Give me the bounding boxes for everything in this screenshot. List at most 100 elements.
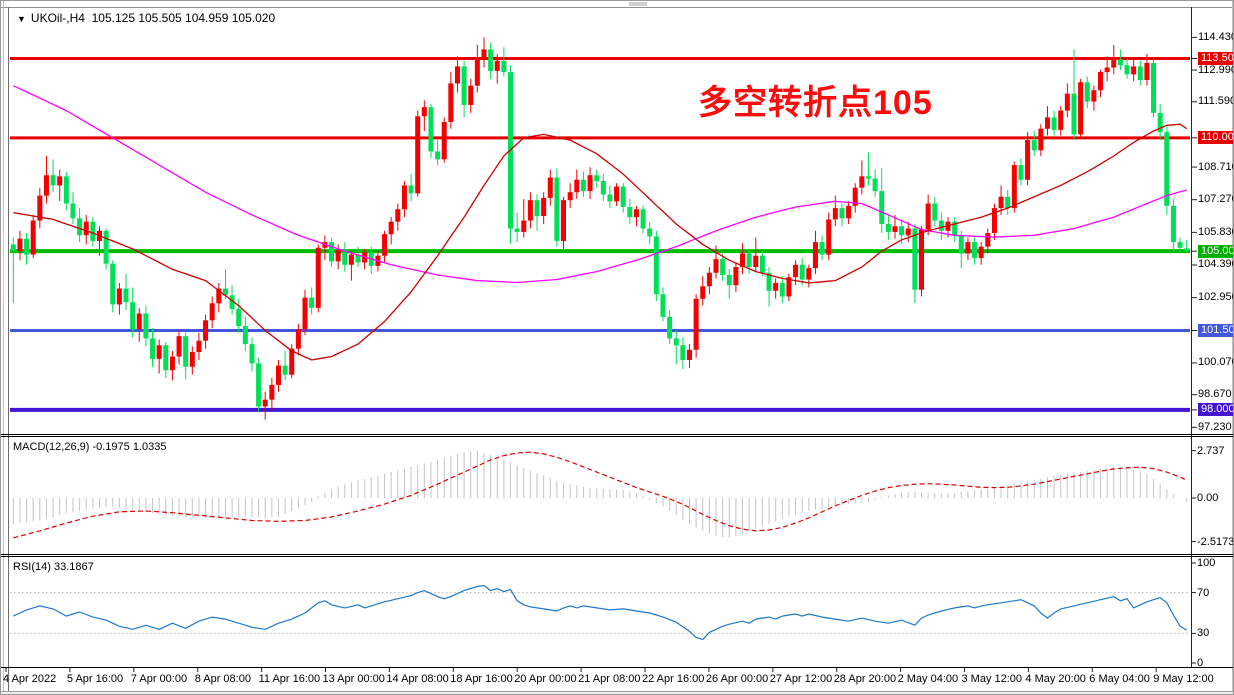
candle-body — [1038, 128, 1044, 151]
time-axis-label: 13 Apr 00:00 — [322, 673, 385, 685]
rsi-line — [13, 584, 1187, 641]
candles-layer[interactable] — [10, 37, 1190, 420]
candle-body — [554, 177, 560, 241]
panel-separator[interactable] — [1, 434, 1233, 435]
candle-body — [653, 236, 659, 295]
panel-separator[interactable] — [1, 554, 1233, 555]
candle-body — [136, 313, 142, 330]
window-tab-notch — [629, 2, 647, 6]
candle-body — [667, 316, 673, 339]
time-axis-label: 11 Apr 16:00 — [258, 673, 321, 685]
candle-body — [952, 221, 958, 236]
candle-body — [116, 288, 122, 305]
candle-body — [83, 221, 89, 236]
candle-body — [541, 197, 547, 217]
candle-body — [302, 297, 308, 330]
price-axis-label: 105.830 — [1198, 225, 1234, 238]
macd-signal-line — [13, 451, 1187, 539]
panel-left-border — [8, 7, 9, 691]
candle-body — [991, 208, 997, 234]
candle-body — [1098, 72, 1104, 91]
candle-body — [249, 344, 255, 364]
candle-body — [77, 218, 83, 236]
candle-body — [229, 295, 235, 309]
macd-label: MACD(12,26,9) -0.1975 1.0335 — [13, 441, 167, 453]
candle-body — [561, 200, 567, 241]
candle-body — [614, 186, 620, 202]
candle-body — [163, 345, 169, 371]
price-axis-badge: 105.000 — [1198, 244, 1233, 258]
price-axis-label: 111.590 — [1198, 95, 1234, 108]
candle-body — [720, 259, 726, 275]
candle-body — [1144, 63, 1150, 81]
candle-body — [633, 209, 639, 218]
candle-body — [30, 220, 36, 255]
candle-body — [587, 175, 593, 192]
candle-body — [773, 282, 779, 291]
time-axis-label: 27 Apr 12:00 — [769, 673, 833, 685]
candle-body — [90, 221, 96, 241]
time-axis-border — [1, 667, 1233, 668]
price-axis-badge: 101.500 — [1198, 324, 1233, 337]
candle-body — [1164, 132, 1170, 206]
candle-body — [799, 264, 805, 280]
candle-body — [1031, 140, 1037, 151]
candle-body — [680, 345, 686, 360]
candle-body — [262, 399, 268, 407]
window-top-chrome — [1, 1, 1233, 8]
candle-body — [50, 175, 56, 186]
time-axis-label: 9 May 12:00 — [1153, 673, 1214, 685]
candle-body — [1184, 248, 1190, 251]
time-axis-label: 3 May 12:00 — [961, 673, 1023, 685]
price-axis-badge: 113.500 — [1198, 51, 1233, 65]
candle-body — [527, 200, 533, 221]
macd-histogram — [12, 450, 1188, 538]
candle-body — [746, 253, 752, 268]
price-axis-label: 97.230 — [1198, 420, 1232, 433]
candle-body — [693, 298, 699, 350]
panel-separator[interactable] — [1, 436, 1233, 437]
candle-body — [832, 208, 838, 220]
candle-body — [395, 209, 401, 222]
candle-body — [156, 345, 162, 359]
candle-body — [812, 242, 818, 269]
candle-body — [1131, 66, 1137, 75]
candle-body — [57, 176, 63, 186]
candle-body — [474, 58, 480, 86]
candle-body — [342, 250, 348, 265]
candle-body — [826, 219, 832, 255]
candle-body — [852, 187, 858, 206]
symbol-dropdown-icon[interactable]: ▼ — [17, 14, 26, 24]
candle-body — [726, 274, 732, 286]
candle-body — [1064, 93, 1070, 111]
candle-body — [1151, 63, 1157, 113]
candle-body — [567, 192, 573, 201]
candle-body — [660, 294, 666, 317]
candle-body — [839, 208, 845, 219]
candle-body — [985, 233, 991, 247]
candle-body — [415, 116, 421, 194]
candle-body — [501, 60, 507, 73]
candle-body — [766, 272, 772, 291]
candle-body — [275, 365, 281, 385]
candle-body — [110, 263, 116, 305]
panel-separator[interactable] — [1, 556, 1233, 557]
candle-body — [899, 226, 905, 236]
time-axis-label: 14 Apr 08:00 — [386, 673, 449, 685]
candle-body — [382, 234, 388, 256]
candle-body — [759, 255, 765, 273]
candle-body — [958, 235, 964, 254]
candle-body — [421, 107, 427, 117]
time-axis-label: 20 Apr 00:00 — [514, 673, 577, 685]
candle-body — [189, 352, 195, 367]
time-axis-label: 28 Apr 20:00 — [833, 673, 897, 685]
candle-body — [24, 238, 30, 255]
candle-body — [1170, 205, 1176, 243]
candle-body — [63, 176, 69, 204]
candle-body — [713, 259, 719, 273]
price-axis-line — [1191, 7, 1192, 668]
candle-body — [315, 247, 321, 308]
candle-body — [1025, 140, 1031, 180]
candle-body — [216, 288, 222, 304]
